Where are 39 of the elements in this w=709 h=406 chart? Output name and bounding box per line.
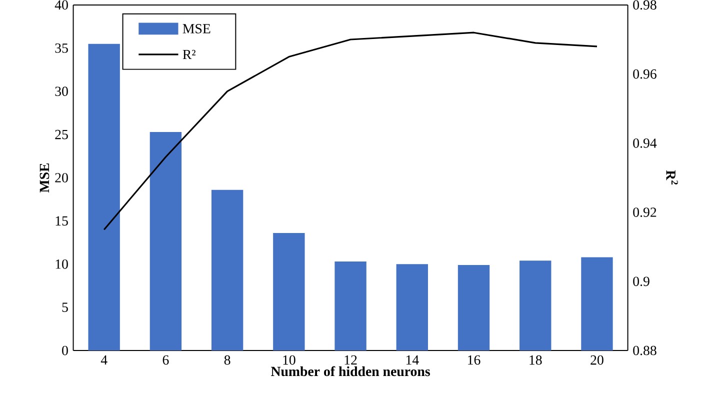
x-tick-label: 4 <box>100 355 108 364</box>
y-tick-label: 10 <box>56 259 68 269</box>
x-tick-label: 14 <box>406 355 419 365</box>
x-tick-label: 16 <box>468 355 480 365</box>
bar <box>458 265 490 351</box>
y2-tick-label: 0.88 <box>633 346 656 356</box>
bar <box>334 262 366 351</box>
x-tick-label: 10 <box>283 355 296 365</box>
x-tick-label: 8 <box>224 355 230 365</box>
bar <box>150 132 182 351</box>
y-tick-label: 5 <box>62 302 68 312</box>
bar <box>88 44 120 351</box>
bar <box>520 260 552 351</box>
y-tick-label: 0 <box>62 346 68 356</box>
y-tick-label: 20 <box>55 173 68 182</box>
y-tick-label: 15 <box>56 216 68 226</box>
y2-tick-label: 0.98 <box>633 0 656 10</box>
legend-label: R² <box>182 50 196 60</box>
bar <box>273 233 305 351</box>
line-series <box>103 32 598 230</box>
bar <box>396 264 428 351</box>
x-tick-label: 6 <box>162 355 169 365</box>
y-tick-label: 35 <box>55 43 68 53</box>
y-tick-label: 25 <box>55 130 68 140</box>
bar <box>211 190 244 351</box>
y-tick-label: 40 <box>54 0 68 10</box>
bar <box>581 257 613 351</box>
x-tick-label: 20 <box>590 355 604 365</box>
y-tick-label: 30 <box>55 86 68 96</box>
y2-tick-label: 0.96 <box>633 69 656 79</box>
y2-tick-label: 0.9 <box>633 276 650 286</box>
x-tick-label: 12 <box>344 355 357 365</box>
y2-tick-label: 0.94 <box>633 138 657 148</box>
legend-label: MSE <box>182 24 210 34</box>
y2-axis-title: R$^{2}$ <box>666 170 678 185</box>
y2-tick-label: 0.92 <box>633 208 656 218</box>
x-tick-label: 18 <box>530 355 542 365</box>
y-axis-title: MSE <box>40 163 50 193</box>
x-axis-title: Number of hidden neurons <box>271 366 430 376</box>
